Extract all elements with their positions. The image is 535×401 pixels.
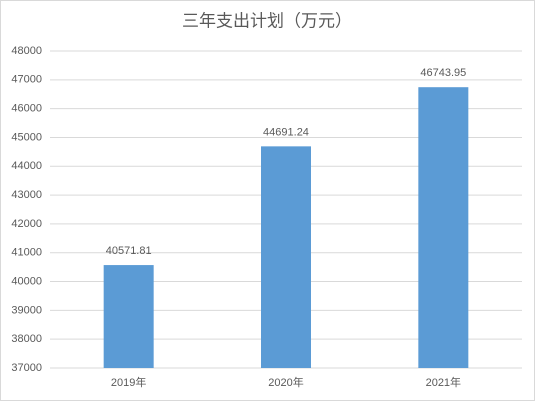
y-tick-label: 43000 (11, 189, 42, 201)
bar (418, 87, 469, 368)
y-tick-label: 42000 (11, 218, 42, 230)
data-label: 40571.81 (106, 245, 152, 257)
y-tick-label: 45000 (11, 131, 42, 143)
y-tick-label: 38000 (11, 333, 42, 345)
y-tick-label: 46000 (11, 103, 42, 115)
data-label: 46743.95 (420, 67, 466, 79)
bar (103, 265, 154, 368)
chart-title: 三年支出计划（万元） (182, 11, 352, 30)
y-tick-label: 39000 (11, 304, 42, 316)
y-tick-label: 37000 (11, 362, 42, 374)
bar (261, 146, 311, 368)
x-tick-label: 2019年 (111, 375, 146, 389)
x-tick-label: 2020年 (268, 375, 303, 389)
y-tick-label: 48000 (11, 45, 42, 57)
y-tick-label: 47000 (11, 74, 42, 86)
data-label: 44691.24 (263, 126, 309, 138)
y-tick-label: 44000 (11, 160, 42, 172)
y-tick-label: 41000 (11, 247, 42, 259)
y-tick-label: 40000 (11, 275, 42, 287)
x-tick-label: 2021年 (426, 375, 461, 389)
